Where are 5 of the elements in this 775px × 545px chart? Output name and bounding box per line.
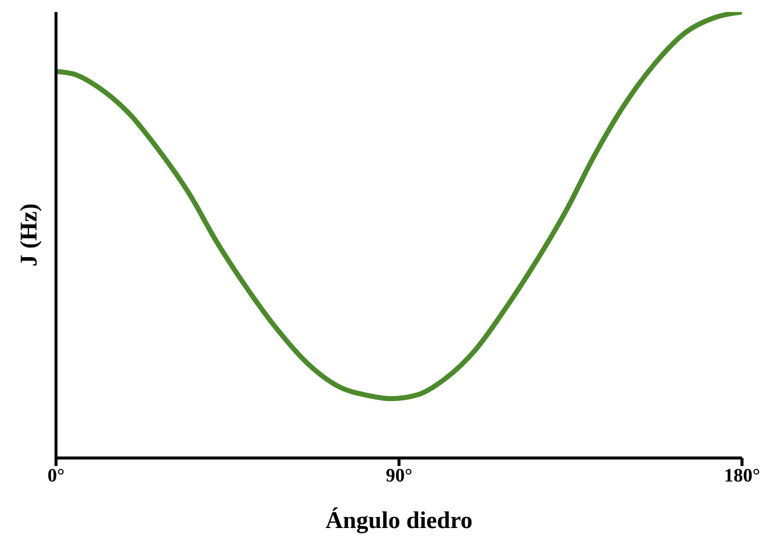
x-tick-label: 180° (724, 465, 760, 486)
x-tick-label: 90° (386, 465, 412, 486)
x-axis-title: Ángulo diedro (326, 507, 472, 534)
y-axis-title: J (Hz) (16, 203, 43, 267)
x-tick-label: 0° (47, 465, 65, 486)
